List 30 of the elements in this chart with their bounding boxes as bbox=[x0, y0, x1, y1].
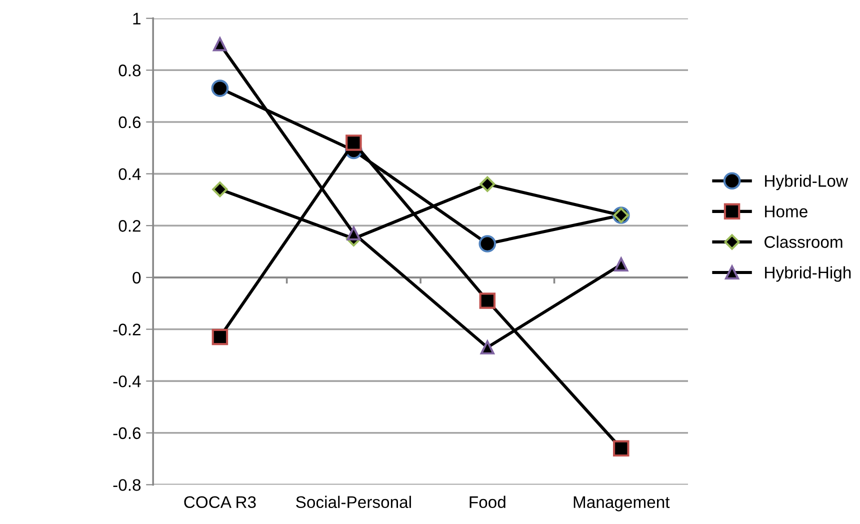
point bbox=[480, 176, 496, 192]
point bbox=[614, 257, 628, 272]
point bbox=[480, 340, 494, 354]
legend-label: Home bbox=[765, 206, 808, 218]
point bbox=[478, 235, 496, 252]
point bbox=[479, 292, 496, 309]
y-tick-label: 0.2 bbox=[118, 220, 140, 232]
point bbox=[346, 226, 361, 240]
y-tick-label: 0 bbox=[132, 272, 141, 284]
point bbox=[212, 328, 228, 346]
x-tick-label: Food bbox=[470, 496, 506, 508]
point bbox=[346, 134, 362, 151]
x-tick-label: Social-Personal bbox=[296, 496, 411, 508]
y-tick-label: -0.8 bbox=[113, 479, 141, 491]
y-tick-label: -0.2 bbox=[113, 324, 140, 336]
point bbox=[212, 37, 227, 52]
y-tick-label: 0.6 bbox=[118, 116, 141, 128]
point bbox=[613, 440, 630, 457]
y-tick-label: -0.6 bbox=[113, 427, 141, 440]
point bbox=[211, 80, 229, 97]
legend-label: Hybrid-Low bbox=[765, 174, 848, 190]
x-tick-label: Management bbox=[574, 496, 670, 512]
y-tick-label: 0.4 bbox=[118, 168, 141, 180]
legend-label: Hybrid-High bbox=[765, 266, 851, 282]
y-tick-label: -0.4 bbox=[113, 375, 141, 388]
legend-label: Classroom bbox=[764, 236, 842, 248]
y-tick-label: 0.8 bbox=[118, 64, 141, 76]
x-tick-label: COCA R3 bbox=[184, 496, 256, 508]
point bbox=[212, 182, 228, 198]
y-tick-label: 1 bbox=[133, 12, 140, 24]
